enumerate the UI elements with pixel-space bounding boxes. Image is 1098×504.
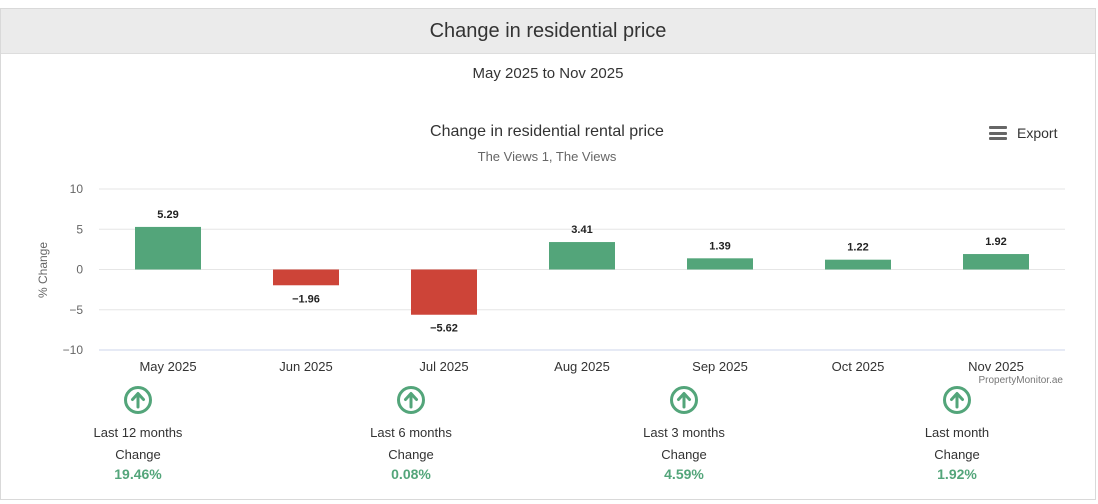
y-axis-title: % Change <box>36 242 50 298</box>
stat-label: Change <box>934 447 980 462</box>
card-header: Change in residential price <box>1 9 1095 54</box>
x-axis-ticks: May 2025 Jun 2025 Jul 2025 Aug 2025 Sep 2025… <box>139 359 1023 374</box>
price-change-card: Change in residential price May 2025 to … <box>0 8 1096 500</box>
arrow-up-circle-icon <box>124 386 152 414</box>
card-title: Change in residential price <box>429 19 667 42</box>
bar <box>825 259 891 270</box>
export-label: Export <box>1017 125 1058 141</box>
x-tick-label: Oct 2025 <box>832 359 885 374</box>
bar <box>549 242 615 270</box>
stat-period: Last 6 months <box>370 425 452 440</box>
data-label: 1.92 <box>985 236 1006 248</box>
bar <box>687 258 753 270</box>
watermark[interactable]: PropertyMonitor.ae <box>979 375 1064 385</box>
y-tick-label: 0 <box>76 263 83 277</box>
y-tick-label: 5 <box>76 222 83 236</box>
bar <box>135 226 201 270</box>
data-label: 1.22 <box>847 242 868 254</box>
stat-last-6-months: Last 6 months Change 0.08% <box>311 385 511 482</box>
stat-label: Change <box>661 447 707 462</box>
chart-subtitle: The Views 1, The Views <box>478 149 617 164</box>
stat-period: Last month <box>924 425 990 440</box>
stat-label: Change <box>115 447 161 462</box>
stat-period: Last 3 months <box>643 425 725 440</box>
bar <box>411 269 477 315</box>
stat-value: 4.59% <box>664 466 704 482</box>
stat-last-12-months: Last 12 months Change 19.46% <box>38 385 238 482</box>
x-tick-label: Jul 2025 <box>419 359 468 374</box>
y-tick-label: 10 <box>70 182 84 196</box>
data-labels: 5.29 −1.96 −5.62 3.41 1.39 1.22 1.92 <box>157 209 1006 335</box>
stat-last-month: Last month Change 1.92% <box>857 385 1057 482</box>
y-axis-ticks: 10 5 0 −5 −10 <box>63 182 84 357</box>
x-tick-label: May 2025 <box>139 359 196 374</box>
x-tick-label: Aug 2025 <box>554 359 610 374</box>
chart-title: Change in residential rental price <box>430 123 664 140</box>
stat-value: 1.92% <box>937 466 977 482</box>
data-label: 3.41 <box>571 224 592 236</box>
menu-icon <box>989 126 1007 140</box>
rental-price-chart: Change in residential rental price The V… <box>36 123 1065 385</box>
stat-period: Last 12 months <box>93 425 183 440</box>
bar <box>273 269 339 286</box>
data-label: 5.29 <box>157 209 178 221</box>
data-label: 1.39 <box>709 240 730 252</box>
y-tick-label: −5 <box>69 303 83 317</box>
x-tick-label: Jun 2025 <box>279 359 333 374</box>
export-button[interactable]: Export <box>989 125 1057 141</box>
y-tick-label: −10 <box>63 343 84 357</box>
bars <box>135 226 1029 315</box>
stat-value: 19.46% <box>114 466 162 482</box>
data-label: −1.96 <box>292 293 320 305</box>
stat-value: 0.08% <box>391 466 431 482</box>
stat-last-3-months: Last 3 months Change 4.59% <box>584 385 784 482</box>
stat-label: Change <box>388 447 434 462</box>
stats-row: Last 12 months Change 19.46% Last 6 mont… <box>1 385 1097 497</box>
data-label: −5.62 <box>430 323 458 335</box>
bar <box>963 254 1029 270</box>
x-tick-label: Sep 2025 <box>692 359 748 374</box>
arrow-up-circle-icon <box>943 386 971 414</box>
date-range: May 2025 to Nov 2025 <box>472 65 624 82</box>
arrow-up-circle-icon <box>397 386 425 414</box>
x-tick-label: Nov 2025 <box>968 359 1024 374</box>
arrow-up-circle-icon <box>670 386 698 414</box>
